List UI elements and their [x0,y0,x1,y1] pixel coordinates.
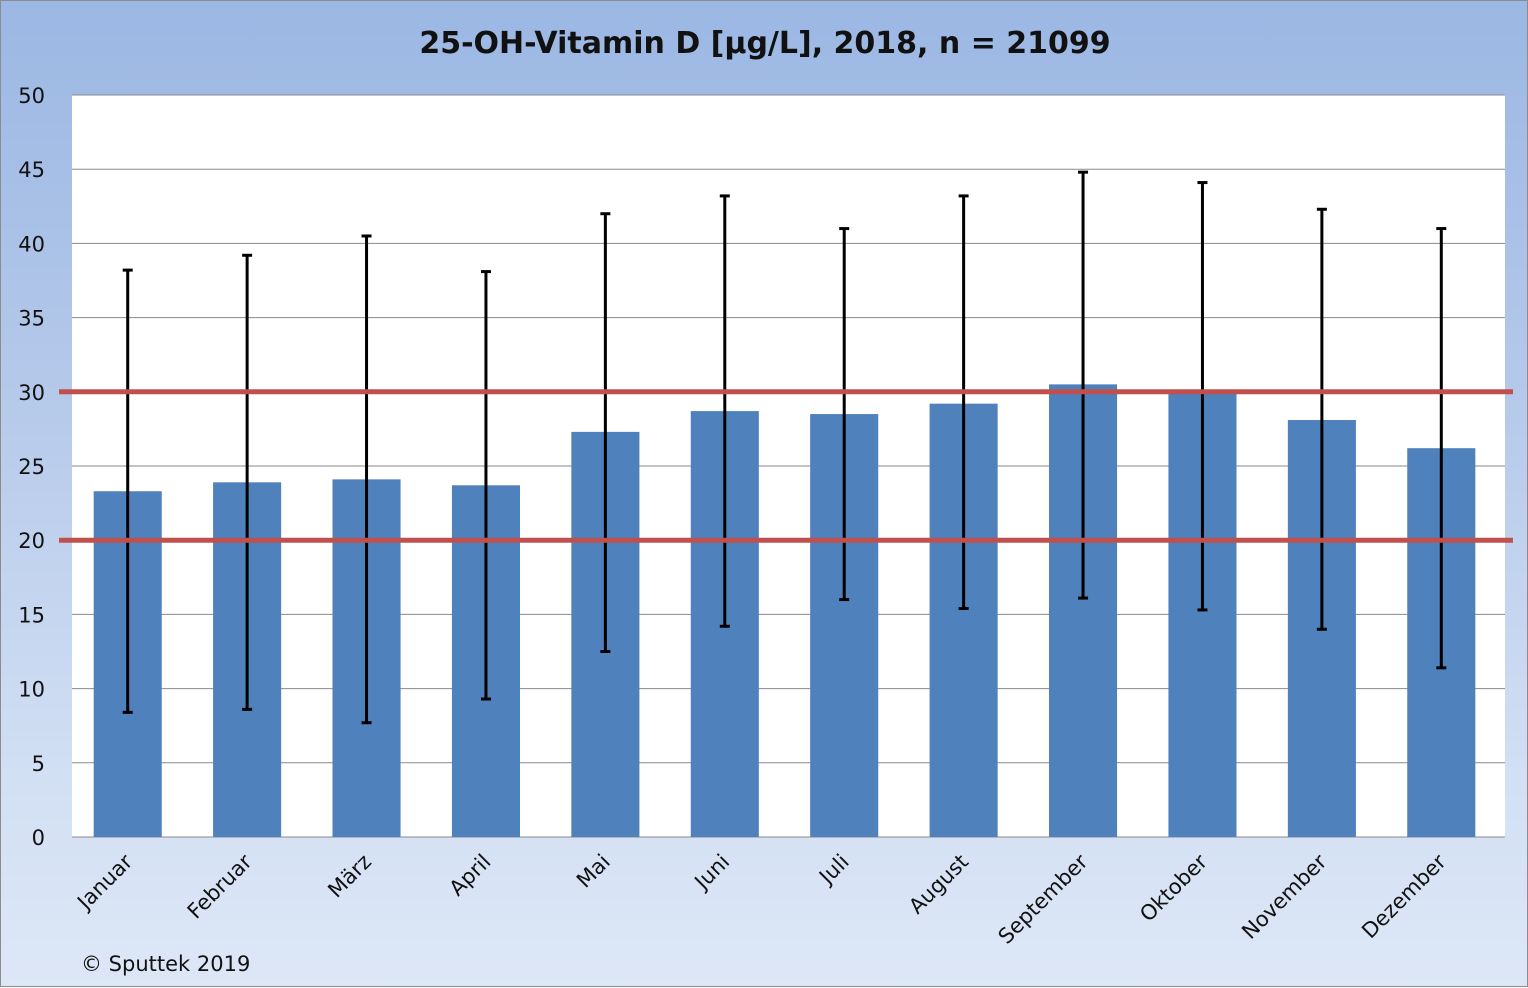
x-tick-label: Oktober [1135,849,1212,926]
y-tick-label: 20 [18,529,45,553]
x-tick-label: Mai [572,850,615,893]
y-tick-label: 35 [18,307,45,331]
chart-title: 25-OH-Vitamin D [µg/L], 2018, n = 21099 [419,26,1110,61]
copyright-annotation: © Sputtek 2019 [81,952,250,976]
x-tick-label: November [1237,849,1331,943]
x-tick-label: Januar [71,849,137,915]
y-tick-label: 30 [18,381,45,405]
x-axis-ticks: Januar Februar März April Mai Juni Juli August S… [71,849,1451,948]
y-tick-label: 5 [32,752,45,776]
y-tick-label: 50 [18,84,45,108]
error-bars [122,170,1447,725]
y-tick-label: 25 [18,455,45,479]
y-axis-ticks: 0 5 10 15 20 25 30 35 40 45 50 [18,84,45,850]
gridlines [72,94,1505,838]
x-tick-label: Juni [689,850,735,896]
reference-lines [59,389,1513,543]
y-tick-label: 10 [18,678,45,702]
y-tick-label: 45 [18,158,45,182]
y-tick-label: 15 [18,603,45,627]
x-tick-label: März [323,850,376,903]
y-tick-label: 40 [18,232,45,256]
x-tick-label: April [445,850,496,901]
x-tick-label: September [994,849,1093,948]
x-tick-label: August [904,850,973,919]
x-tick-label: Juli [813,850,853,890]
x-tick-label: Dezember [1357,849,1451,943]
x-tick-label: Februar [183,849,257,923]
y-tick-label: 0 [32,826,45,850]
